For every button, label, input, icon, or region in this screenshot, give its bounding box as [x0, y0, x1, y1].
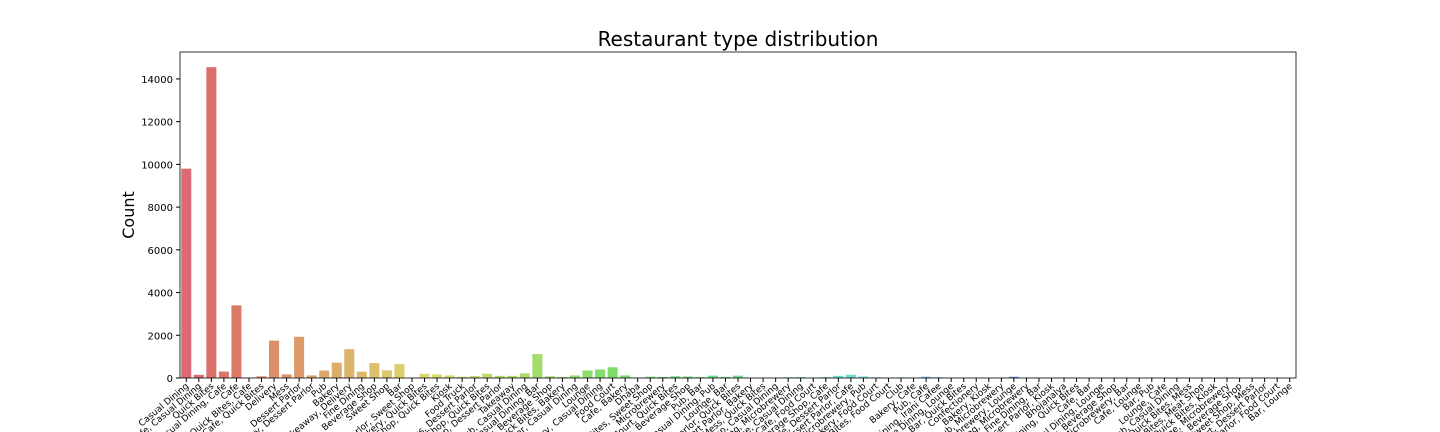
plot-frame — [179, 51, 1297, 379]
bar — [356, 371, 367, 378]
bar — [820, 377, 831, 378]
bar — [507, 375, 518, 378]
bar — [707, 375, 718, 378]
bar — [645, 376, 656, 378]
bar — [682, 376, 693, 378]
bar — [294, 336, 305, 378]
bar — [381, 370, 392, 378]
bar — [544, 376, 555, 378]
y-tick-label: 8000 — [148, 203, 173, 214]
bar — [269, 340, 280, 378]
bar — [795, 377, 806, 378]
bar — [695, 377, 706, 378]
y-tick-label: 12000 — [141, 118, 173, 129]
bar — [833, 375, 844, 378]
bar — [607, 367, 618, 378]
y-tick-label: 10000 — [141, 160, 173, 171]
bar — [557, 376, 568, 378]
y-tick-label: 14000 — [141, 75, 173, 86]
bar — [369, 363, 380, 378]
bar — [193, 374, 204, 378]
bar — [344, 349, 355, 378]
bar — [444, 375, 455, 378]
bar — [1008, 376, 1019, 378]
bar — [620, 375, 631, 378]
bar — [720, 376, 731, 378]
bar — [218, 371, 229, 378]
bar — [569, 375, 581, 378]
bar — [256, 376, 267, 378]
chart-title: Restaurant type distribution — [598, 27, 879, 51]
y-tick-label: 0 — [167, 374, 173, 385]
bar — [732, 375, 744, 378]
y-tick-label: 4000 — [148, 289, 173, 300]
bar — [657, 376, 668, 378]
bar — [181, 168, 192, 378]
bar — [206, 67, 217, 378]
bar — [845, 374, 856, 378]
y-axis-label: Count — [119, 191, 138, 239]
bar — [532, 354, 543, 378]
bar — [432, 374, 443, 378]
bar — [419, 373, 430, 378]
bar — [457, 376, 468, 378]
bar — [595, 369, 606, 378]
bar — [331, 362, 342, 378]
bar — [519, 373, 530, 378]
bar — [858, 376, 869, 378]
bar — [469, 376, 480, 378]
bar — [921, 376, 932, 378]
bar — [494, 375, 505, 378]
bar — [231, 305, 242, 378]
bar — [306, 375, 317, 378]
bar — [482, 373, 493, 378]
bar — [670, 376, 681, 378]
bar — [281, 374, 292, 378]
bar — [319, 370, 330, 378]
bar — [394, 364, 405, 378]
y-tick-label: 2000 — [148, 331, 173, 342]
y-tick-label: 6000 — [148, 246, 173, 257]
bar — [582, 370, 593, 378]
